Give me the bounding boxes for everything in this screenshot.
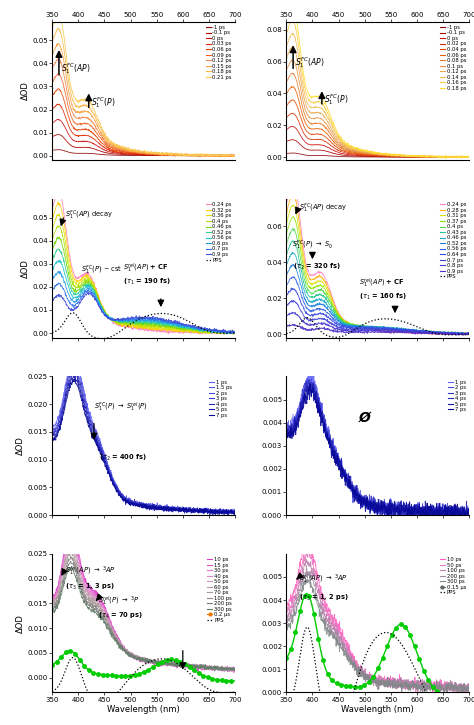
Text: $S_1^{FC}(AP)$ decay: $S_1^{FC}(AP)$ decay xyxy=(299,202,347,215)
Y-axis label: ΔOD: ΔOD xyxy=(20,82,29,101)
Text: $S_1^{FC}(P)$: $S_1^{FC}(P)$ xyxy=(91,95,115,110)
Legend: -1 ps, -0.1 ps, 0 ps, 0.02 ps, 0.04 ps, 0.06 ps, 0.08 ps, 0.1 ps, 0.12 ps, 0.14 : -1 ps, -0.1 ps, 0 ps, 0.02 ps, 0.04 ps, … xyxy=(439,25,466,91)
Text: ($\tau_4$ = 70 ps): ($\tau_4$ = 70 ps) xyxy=(98,611,143,621)
Text: $S_1^{rel}(AP)$ $\rightarrow$ $^3AP$: $S_1^{rel}(AP)$ $\rightarrow$ $^3AP$ xyxy=(65,565,116,578)
Text: ($\tau_2$ = 400 fs): ($\tau_2$ = 400 fs) xyxy=(99,452,147,463)
Text: $S_1^{FC}(P)$ $\rightarrow$ $S_0$: $S_1^{FC}(P)$ $\rightarrow$ $S_0$ xyxy=(292,239,333,252)
Text: ($\tau_2$ = 320 fs): ($\tau_2$ = 320 fs) xyxy=(292,262,340,273)
Text: Ø: Ø xyxy=(359,411,371,425)
Text: $S_1^{FC}(AP)$ decay: $S_1^{FC}(AP)$ decay xyxy=(64,209,113,222)
Text: $S_1^{FC}(P)$ $\rightarrow$ $S_1^{rel}(P)$: $S_1^{FC}(P)$ $\rightarrow$ $S_1^{rel}(P… xyxy=(94,401,148,414)
Legend: -1 ps, -0.1 ps, 0 ps, 0.03 ps, 0.06 ps, 0.09 ps, 0.12 ps, 0.15 ps, 0.18 ps, 0.21: -1 ps, -0.1 ps, 0 ps, 0.03 ps, 0.06 ps, … xyxy=(205,25,232,80)
Legend: 0.24 ps, 0.28 ps, 0.31 ps, 0.37 ps, 0.4 ps, 0.43 ps, 0.46 ps, 0.52 ps, 0.56 ps, : 0.24 ps, 0.28 ps, 0.31 ps, 0.37 ps, 0.4 … xyxy=(439,202,466,280)
Legend: 0.24 ps, 0.32 ps, 0.36 ps, 0.4 ps, 0.46 ps, 0.52 ps, 0.56 ps, 0.6 ps, 0.7 ps, 0.: 0.24 ps, 0.32 ps, 0.36 ps, 0.4 ps, 0.46 … xyxy=(205,202,232,263)
Text: $S_1^{rel}(AP)$ + CF
($\tau_1$ = 190 fs): $S_1^{rel}(AP)$ + CF ($\tau_1$ = 190 fs) xyxy=(123,262,171,287)
Y-axis label: ΔOD: ΔOD xyxy=(20,259,29,278)
Legend: 1 ps, 2 ps, 3 ps, 4 ps, 5 ps, 7 ps: 1 ps, 2 ps, 3 ps, 4 ps, 5 ps, 7 ps xyxy=(447,379,466,413)
Legend: 1 ps, 1.5 ps, 2 ps, 3 ps, 4 ps, 5 ps, 7 ps: 1 ps, 1.5 ps, 2 ps, 3 ps, 4 ps, 5 ps, 7 … xyxy=(209,379,232,418)
Text: $S_1^{el}(AP)$ $\rightarrow$ $^3AP$: $S_1^{el}(AP)$ $\rightarrow$ $^3AP$ xyxy=(300,573,348,586)
Text: ($\tau_3$ = 1, 2 ps): ($\tau_3$ = 1, 2 ps) xyxy=(300,593,349,603)
X-axis label: Wavelength (nm): Wavelength (nm) xyxy=(341,705,414,714)
Text: $S_1^{FC}(P)$ ~ cst: $S_1^{FC}(P)$ ~ cst xyxy=(81,264,122,278)
Text: $S_1^{rel}(P)$ $\rightarrow$ $^3P$: $S_1^{rel}(P)$ $\rightarrow$ $^3P$ xyxy=(98,594,140,608)
Text: $S_1^{FC}(P)$: $S_1^{FC}(P)$ xyxy=(324,92,348,107)
Y-axis label: ΔOD: ΔOD xyxy=(16,613,25,632)
Legend: 10 ps, 50 ps, 100 ps, 200 ps, 300 ps, 0.15 µs, PPS: 10 ps, 50 ps, 100 ps, 200 ps, 300 ps, 0.… xyxy=(439,557,466,596)
X-axis label: Wavelength (nm): Wavelength (nm) xyxy=(107,705,180,714)
Text: $S_1^{FC}(AP)$: $S_1^{FC}(AP)$ xyxy=(295,55,325,70)
Text: ($\tau_3$ = 1, 3 ps): ($\tau_3$ = 1, 3 ps) xyxy=(65,581,115,592)
Legend: 10 ps, 15 ps, 30 ps, 40 ps, 50 ps, 60 ps, 70 ps, 100 ps, 200 ps, 300 ps, 0.2 µs,: 10 ps, 15 ps, 30 ps, 40 ps, 50 ps, 60 ps… xyxy=(207,557,232,624)
Text: $S_1^{rel}(AP)$ + CF
($\tau_1$ = 160 fs): $S_1^{rel}(AP)$ + CF ($\tau_1$ = 160 fs) xyxy=(359,277,407,302)
Text: $S_1^{FC}(AP)$: $S_1^{FC}(AP)$ xyxy=(61,62,91,76)
Y-axis label: ΔOD: ΔOD xyxy=(16,436,25,455)
